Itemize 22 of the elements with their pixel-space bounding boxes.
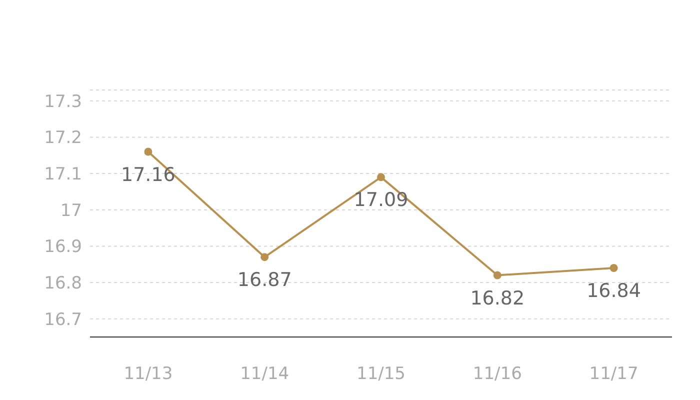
point [610, 264, 618, 272]
x-tick-label: 11/17 [589, 364, 638, 384]
point [493, 271, 502, 280]
data-label: 16.84 [586, 280, 642, 302]
y-tick-label: 16.9 [44, 237, 82, 258]
data-label: 16.87 [237, 269, 292, 292]
y-tick-label: 17.1 [44, 164, 82, 184]
y-tick-label: 17.2 [44, 128, 82, 148]
x-tick-label: 11/13 [124, 364, 173, 384]
data-label: 16.82 [470, 287, 525, 310]
data-label: 17.16 [120, 164, 176, 186]
y-tick-label: 17 [60, 200, 82, 221]
data-label: 17.09 [354, 189, 408, 212]
x-tick-label: 11/15 [356, 364, 406, 384]
point [144, 148, 152, 156]
y-tick-label: 16.8 [44, 273, 82, 294]
point [260, 253, 269, 262]
x-tick-label: 11/16 [472, 364, 522, 384]
y-tick-label: 16.7 [44, 310, 82, 330]
point [377, 173, 385, 182]
x-tick-label: 11/14 [240, 364, 290, 384]
y-tick-label: 17.3 [44, 92, 82, 112]
